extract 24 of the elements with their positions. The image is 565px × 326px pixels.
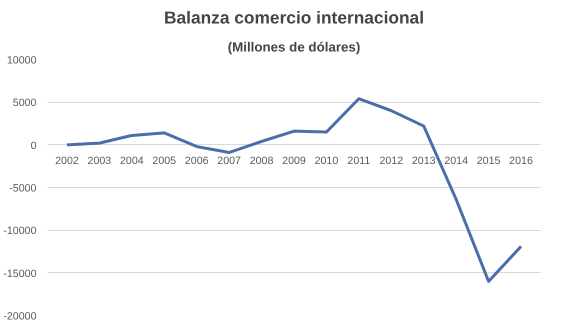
x-tick-label: 2015 — [476, 154, 501, 167]
y-tick-label: 0 — [30, 140, 37, 152]
x-tick-label: 2014 — [444, 154, 468, 167]
chart-subtitle: (Millones de dólares) — [228, 40, 360, 54]
x-tick-label: 2013 — [412, 154, 436, 167]
chart-title: Balanza comercio internacional — [164, 8, 424, 28]
x-tick-label: 2010 — [314, 154, 338, 167]
x-tick-label: 2012 — [379, 154, 404, 167]
x-tick-label: 2002 — [55, 154, 79, 167]
y-tick-label: -20000 — [3, 310, 37, 322]
y-tick-label: 10000 — [6, 54, 37, 66]
x-tick-label: 2009 — [282, 154, 306, 167]
x-tick-label: 2003 — [88, 154, 112, 167]
x-tick-label: 2004 — [120, 154, 144, 167]
y-tick-label: -15000 — [3, 268, 37, 280]
y-tick-label: -10000 — [3, 225, 37, 238]
x-tick-label: 2007 — [217, 154, 242, 167]
x-tick-label: 2005 — [152, 154, 176, 167]
x-tick-label: 2011 — [347, 154, 370, 167]
x-tick-label: 2006 — [184, 154, 209, 167]
x-tick-label: 2016 — [509, 154, 533, 167]
y-tick-label: 5000 — [12, 97, 37, 110]
x-tick-label: 2008 — [250, 154, 274, 167]
y-tick-label: -5000 — [9, 182, 37, 194]
